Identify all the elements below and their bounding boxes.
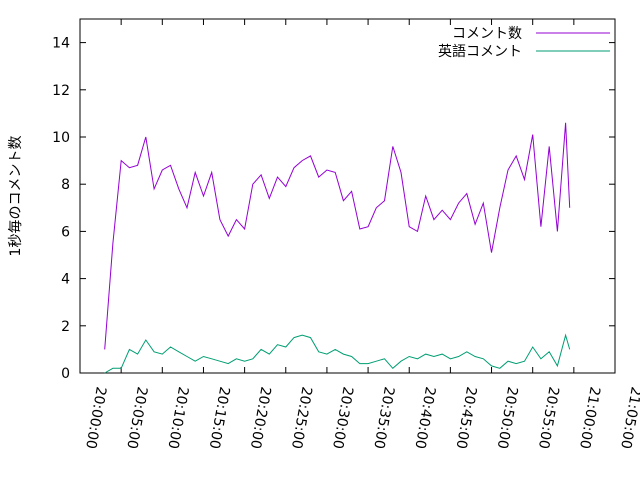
x-tick-label: 20:25:00 — [288, 385, 315, 450]
plot-frame — [79, 18, 616, 374]
y-tick-label: 10 — [52, 130, 70, 146]
x-tick-label: 20:55:00 — [535, 385, 562, 450]
x-tick-label: 20:45:00 — [453, 385, 480, 450]
y-axis-label: 1秒毎のコメント数 — [8, 136, 24, 257]
y-tick-label: 0 — [61, 366, 70, 382]
x-tick-label: 20:40:00 — [411, 385, 438, 450]
x-tick-label: 20:05:00 — [123, 385, 150, 450]
series-line — [104, 333, 571, 374]
series-line — [104, 122, 571, 350]
x-tick-label: 20:20:00 — [247, 385, 274, 450]
x-tick-label: 20:15:00 — [206, 385, 233, 450]
x-tick-label: 21:00:00 — [576, 385, 603, 450]
x-tick-label: 21:05:00 — [617, 385, 640, 450]
legend-label: 英語コメント — [438, 43, 522, 60]
x-tick-label: 20:50:00 — [494, 385, 521, 450]
legend-label: コメント数 — [452, 26, 522, 42]
y-tick-label: 12 — [52, 83, 70, 99]
x-tick-label: 20:10:00 — [164, 385, 191, 450]
y-tick-label: 14 — [52, 36, 70, 52]
y-tick-label: 8 — [61, 177, 70, 193]
y-tick-label: 6 — [61, 224, 70, 240]
y-tick-label: 4 — [61, 272, 70, 288]
x-tick-label: 20:35:00 — [370, 385, 397, 450]
x-tick-label: 20:30:00 — [329, 385, 356, 450]
y-tick-label: 2 — [61, 319, 70, 335]
x-tick-label: 20:00:00 — [82, 385, 109, 450]
